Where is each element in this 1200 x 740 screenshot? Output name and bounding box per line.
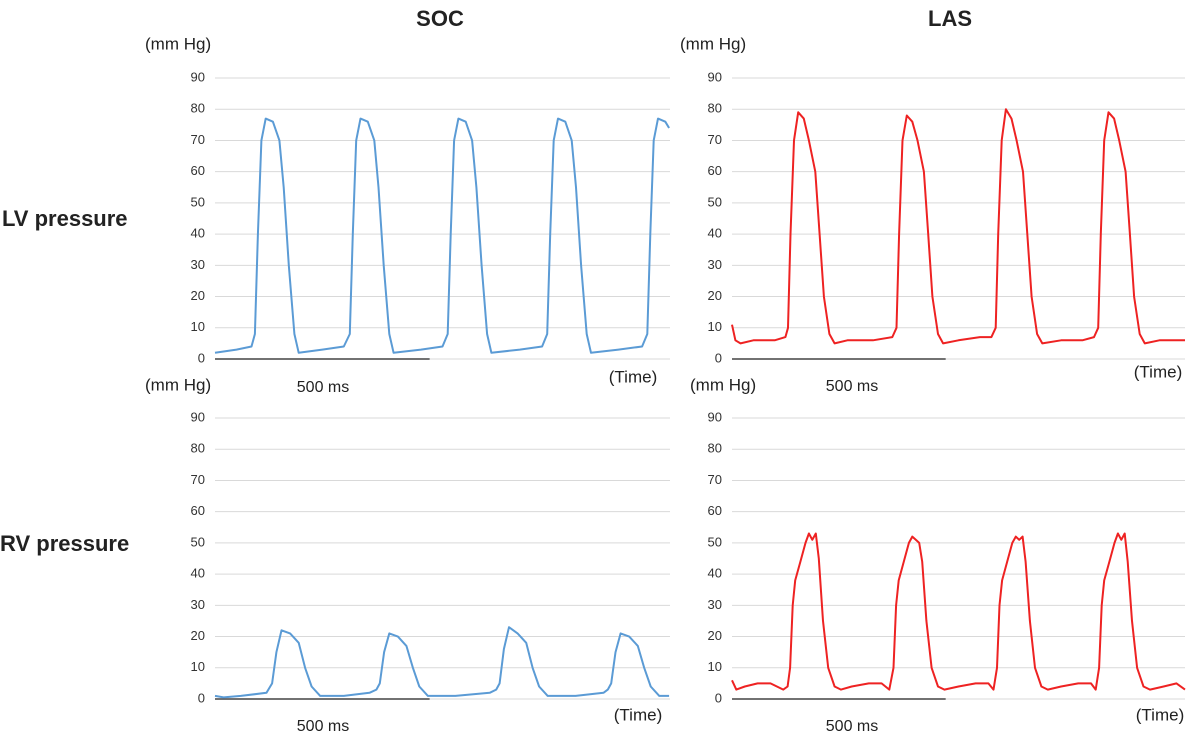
y-tick-label: 30	[191, 257, 205, 272]
scale-bar-label: 500 ms	[297, 718, 349, 735]
y-tick-label: 30	[191, 597, 205, 612]
y-tick-label: 40	[708, 566, 722, 581]
y-tick-label: 80	[708, 101, 722, 116]
y-tick-label: 30	[708, 257, 722, 272]
y-tick-label: 90	[708, 69, 722, 84]
y-tick-label: 20	[191, 628, 205, 643]
y-tick-label: 0	[198, 690, 205, 705]
y-tick-label: 0	[198, 350, 205, 365]
y-tick-label: 20	[708, 628, 722, 643]
column-title: LAS	[928, 6, 972, 31]
row-title: LV pressure	[2, 206, 128, 231]
y-tick-label: 60	[191, 503, 205, 518]
y-axis-label: (mm Hg)	[680, 34, 746, 53]
y-tick-label: 50	[191, 194, 205, 209]
y-tick-label: 60	[708, 503, 722, 518]
y-tick-label: 10	[708, 319, 722, 334]
y-tick-label: 60	[191, 163, 205, 178]
y-tick-label: 80	[708, 441, 722, 456]
y-tick-label: 70	[191, 132, 205, 147]
y-tick-label: 50	[708, 194, 722, 209]
y-tick-label: 50	[191, 534, 205, 549]
column-title: SOC	[416, 6, 464, 31]
y-tick-label: 50	[708, 534, 722, 549]
x-axis-label: (Time)	[614, 705, 662, 724]
y-tick-label: 30	[708, 597, 722, 612]
row-title: RV pressure	[0, 531, 129, 556]
y-tick-label: 70	[708, 472, 722, 487]
y-axis-label: (mm Hg)	[690, 375, 756, 394]
scale-bar-label: 500 ms	[826, 718, 878, 735]
x-axis-label: (Time)	[609, 367, 657, 386]
y-tick-label: 40	[191, 226, 205, 241]
y-axis-label: (mm Hg)	[145, 375, 211, 394]
scale-bar-label: 500 ms	[826, 378, 878, 395]
y-tick-label: 70	[191, 472, 205, 487]
x-axis-label: (Time)	[1136, 705, 1184, 724]
y-tick-label: 70	[708, 132, 722, 147]
y-tick-label: 60	[708, 163, 722, 178]
y-tick-label: 90	[191, 409, 205, 424]
x-axis-label: (Time)	[1134, 362, 1182, 381]
y-tick-label: 10	[708, 659, 722, 674]
y-tick-label: 10	[191, 659, 205, 674]
pressure-line	[214, 117, 670, 354]
y-tick-label: 0	[715, 690, 722, 705]
y-tick-label: 90	[708, 409, 722, 424]
y-tick-label: 20	[708, 288, 722, 303]
y-tick-label: 20	[191, 288, 205, 303]
pressure-line	[214, 626, 670, 699]
y-tick-label: 80	[191, 101, 205, 116]
y-tick-label: 0	[715, 350, 722, 365]
scale-bar-label: 500 ms	[297, 379, 349, 396]
y-tick-label: 40	[191, 566, 205, 581]
y-tick-label: 40	[708, 226, 722, 241]
pressure-line	[731, 532, 1186, 691]
y-tick-label: 90	[191, 69, 205, 84]
y-axis-label: (mm Hg)	[145, 34, 211, 53]
y-tick-label: 80	[191, 441, 205, 456]
y-tick-label: 10	[191, 319, 205, 334]
pressure-line	[731, 108, 1185, 345]
